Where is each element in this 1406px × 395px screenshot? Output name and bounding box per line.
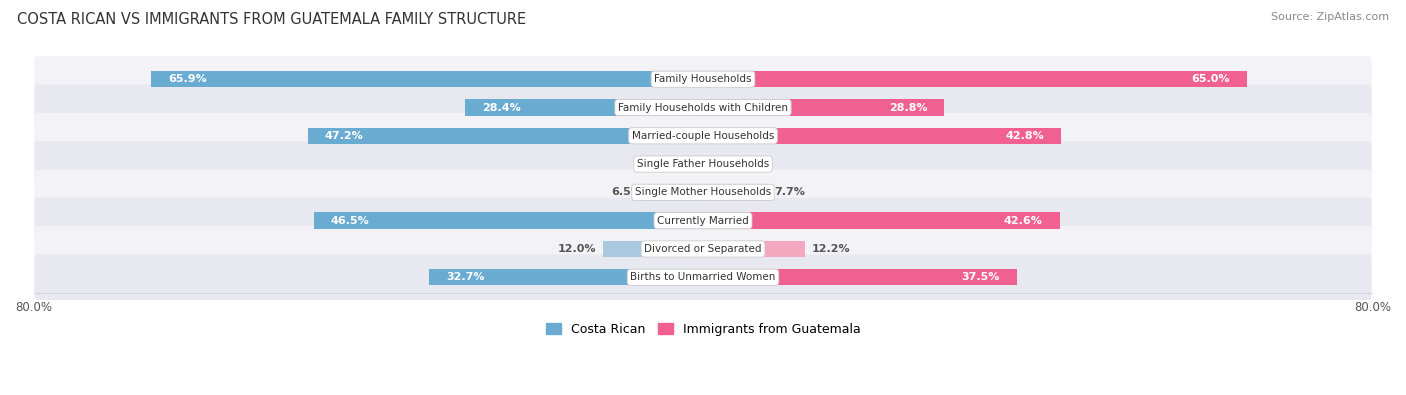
- Bar: [683, 156, 703, 172]
- Text: 12.2%: 12.2%: [811, 244, 851, 254]
- Text: 65.0%: 65.0%: [1192, 74, 1230, 84]
- Text: 37.5%: 37.5%: [962, 272, 1000, 282]
- Text: 42.8%: 42.8%: [1005, 131, 1045, 141]
- Text: 7.7%: 7.7%: [775, 187, 806, 198]
- Bar: [703, 99, 943, 116]
- Bar: [308, 128, 703, 144]
- Text: 12.0%: 12.0%: [557, 244, 596, 254]
- Text: Family Households: Family Households: [654, 74, 752, 84]
- FancyBboxPatch shape: [34, 56, 1372, 102]
- Text: 47.2%: 47.2%: [325, 131, 364, 141]
- Text: Divorced or Separated: Divorced or Separated: [644, 244, 762, 254]
- Text: 28.8%: 28.8%: [889, 103, 928, 113]
- Bar: [429, 269, 703, 286]
- FancyBboxPatch shape: [34, 198, 1372, 244]
- FancyBboxPatch shape: [34, 169, 1372, 215]
- Text: Births to Unmarried Women: Births to Unmarried Women: [630, 272, 776, 282]
- FancyBboxPatch shape: [34, 141, 1372, 187]
- Bar: [603, 241, 703, 257]
- Bar: [465, 99, 703, 116]
- Bar: [703, 213, 1060, 229]
- Text: 6.5%: 6.5%: [612, 187, 643, 198]
- FancyBboxPatch shape: [34, 254, 1372, 300]
- Bar: [648, 184, 703, 201]
- FancyBboxPatch shape: [34, 85, 1372, 130]
- Bar: [703, 269, 1017, 286]
- FancyBboxPatch shape: [34, 113, 1372, 159]
- Bar: [703, 184, 768, 201]
- Text: 28.4%: 28.4%: [482, 103, 520, 113]
- Bar: [152, 71, 703, 87]
- Text: 46.5%: 46.5%: [330, 216, 370, 226]
- Text: COSTA RICAN VS IMMIGRANTS FROM GUATEMALA FAMILY STRUCTURE: COSTA RICAN VS IMMIGRANTS FROM GUATEMALA…: [17, 12, 526, 27]
- Bar: [703, 71, 1247, 87]
- Text: 65.9%: 65.9%: [169, 74, 207, 84]
- Text: 42.6%: 42.6%: [1004, 216, 1043, 226]
- Legend: Costa Rican, Immigrants from Guatemala: Costa Rican, Immigrants from Guatemala: [541, 318, 865, 341]
- Text: 3.0%: 3.0%: [735, 159, 765, 169]
- Text: Source: ZipAtlas.com: Source: ZipAtlas.com: [1271, 12, 1389, 22]
- Text: Currently Married: Currently Married: [657, 216, 749, 226]
- FancyBboxPatch shape: [34, 226, 1372, 272]
- Text: Family Households with Children: Family Households with Children: [619, 103, 787, 113]
- Text: 2.3%: 2.3%: [647, 159, 678, 169]
- Text: Single Mother Households: Single Mother Households: [636, 187, 770, 198]
- Bar: [703, 241, 806, 257]
- Text: 32.7%: 32.7%: [446, 272, 485, 282]
- Bar: [314, 213, 703, 229]
- Bar: [703, 156, 728, 172]
- Text: Married-couple Households: Married-couple Households: [631, 131, 775, 141]
- Bar: [703, 128, 1062, 144]
- Text: Single Father Households: Single Father Households: [637, 159, 769, 169]
